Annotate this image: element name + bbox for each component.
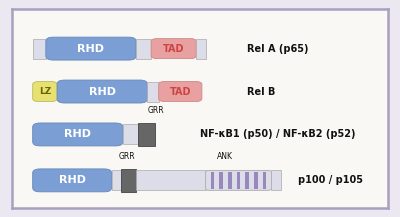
Text: Rel A (p65): Rel A (p65) [247, 44, 308, 54]
FancyBboxPatch shape [151, 39, 196, 59]
Bar [237, 172, 240, 189]
Bar [272, 170, 281, 190]
Text: GRR: GRR [147, 107, 164, 115]
Text: RHD: RHD [64, 130, 91, 140]
Bar [228, 172, 232, 189]
Bar [196, 39, 206, 59]
Bar [136, 170, 206, 190]
Text: TAD: TAD [170, 87, 191, 97]
Bar [219, 172, 223, 189]
FancyBboxPatch shape [206, 170, 272, 190]
Text: RHD: RHD [59, 175, 86, 185]
Text: NF-κB1 (p50) / NF-κB2 (p52): NF-κB1 (p50) / NF-κB2 (p52) [200, 130, 356, 140]
Text: TAD: TAD [163, 44, 184, 54]
Bar [136, 39, 151, 59]
Text: LZ: LZ [39, 87, 51, 96]
Bar [138, 123, 155, 146]
FancyBboxPatch shape [46, 37, 136, 60]
Bar [246, 172, 249, 189]
Bar [254, 172, 258, 189]
Bar [121, 169, 136, 192]
Bar [33, 39, 46, 59]
Text: RHD: RHD [78, 44, 104, 54]
FancyBboxPatch shape [159, 82, 202, 102]
FancyBboxPatch shape [33, 123, 123, 146]
FancyBboxPatch shape [57, 80, 147, 103]
Text: p100 / p105: p100 / p105 [298, 175, 363, 185]
FancyBboxPatch shape [33, 169, 112, 192]
Bar [123, 125, 138, 145]
Bar [263, 172, 266, 189]
FancyBboxPatch shape [33, 82, 57, 102]
Bar [147, 82, 159, 102]
Text: Rel B: Rel B [247, 87, 275, 97]
Bar [211, 172, 214, 189]
Text: RHD: RHD [89, 87, 116, 97]
Bar [112, 170, 121, 190]
Text: ANK: ANK [216, 152, 232, 161]
Text: GRR: GRR [118, 152, 135, 161]
